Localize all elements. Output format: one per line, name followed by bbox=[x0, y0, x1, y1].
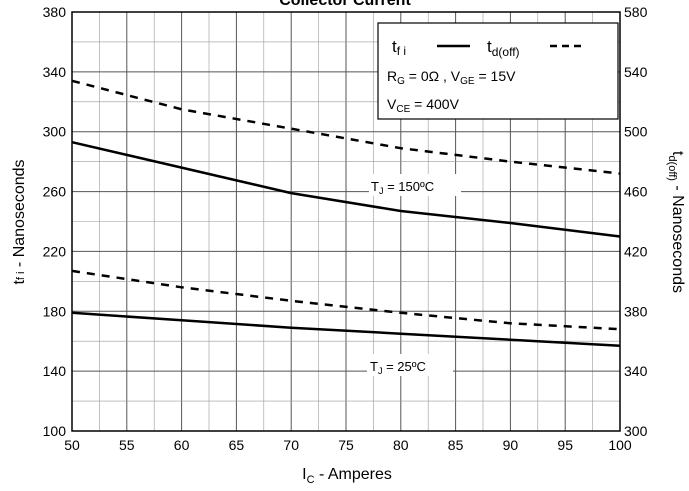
x-tick-label: 75 bbox=[338, 437, 354, 453]
plot-frame bbox=[71, 11, 621, 432]
series-layer bbox=[71, 79, 621, 347]
y-right-tick-label: 300 bbox=[624, 423, 648, 439]
x-tick-label: 80 bbox=[393, 437, 409, 453]
annotation-tj150-text: TJ = 150ºC bbox=[371, 179, 434, 196]
x-tick-label: 100 bbox=[608, 437, 632, 453]
x-axis-title: IC - Amperes bbox=[302, 466, 392, 486]
y-right-tick-label: 460 bbox=[624, 184, 648, 200]
y-right-tick-label: 500 bbox=[624, 124, 648, 140]
y-right-tick-label: 540 bbox=[624, 64, 648, 80]
y-right-tick-label: 420 bbox=[624, 243, 648, 259]
x-tick-label: 85 bbox=[448, 437, 464, 453]
annotation-tj25-text: TJ = 25ºC bbox=[370, 359, 426, 376]
y-left-tick-label: 140 bbox=[43, 363, 67, 379]
x-tick-label: 55 bbox=[119, 437, 135, 453]
x-tick-label: 70 bbox=[283, 437, 299, 453]
y-left-tick-label: 180 bbox=[43, 303, 67, 319]
legend-box bbox=[377, 22, 619, 120]
y-left-tick-label: 220 bbox=[43, 243, 67, 259]
ticks-layer: 50 55 60 65 70 75 80 85 90 95 100 100 140 180 220 260 30… bbox=[43, 4, 648, 453]
x-tick-label: 95 bbox=[557, 437, 573, 453]
series-solid-line-1 bbox=[71, 311, 621, 347]
annotation-tj25: TJ = 25ºC bbox=[367, 354, 453, 376]
y-right-tick-label: 380 bbox=[624, 303, 648, 319]
legend: tf i td(off) RG = 0Ω , VGE = 15V VCE = 4… bbox=[377, 22, 619, 120]
y-left-tick-label: 340 bbox=[43, 64, 67, 80]
series-solid-line-0 bbox=[71, 140, 621, 238]
legend-conditions-2: VCE = 400V bbox=[387, 96, 460, 115]
legend-conditions-1: RG = 0Ω , VGE = 15V bbox=[387, 68, 516, 87]
y-left-axis-title: tf i - Nanoseconds bbox=[11, 159, 28, 284]
y-right-tick-label: 340 bbox=[624, 363, 648, 379]
y-right-tick-label: 580 bbox=[624, 4, 648, 20]
annotation-tj25-bg bbox=[367, 354, 453, 376]
y-right-axis-title: td(off) - Nanoseconds bbox=[666, 151, 686, 293]
legend-tfi-label: tf i bbox=[392, 37, 406, 58]
x-tick-label: 60 bbox=[174, 437, 190, 453]
chart-title: Collector Current bbox=[279, 0, 411, 9]
series-dashed-line-2 bbox=[71, 79, 621, 175]
x-tick-label: 50 bbox=[64, 437, 80, 453]
y-left-tick-label: 100 bbox=[43, 423, 67, 439]
y-left-tick-label: 380 bbox=[43, 4, 67, 20]
y-left-tick-label: 260 bbox=[43, 184, 67, 200]
annotation-tj150: TJ = 150ºC bbox=[369, 174, 461, 196]
y-left-tick-label: 300 bbox=[43, 124, 67, 140]
series-dashed-line-3 bbox=[71, 269, 621, 331]
x-tick-label: 65 bbox=[229, 437, 245, 453]
annotation-tj150-bg bbox=[369, 174, 461, 196]
x-tick-label: 90 bbox=[503, 437, 519, 453]
legend-tdoff-label: td(off) bbox=[487, 37, 520, 59]
